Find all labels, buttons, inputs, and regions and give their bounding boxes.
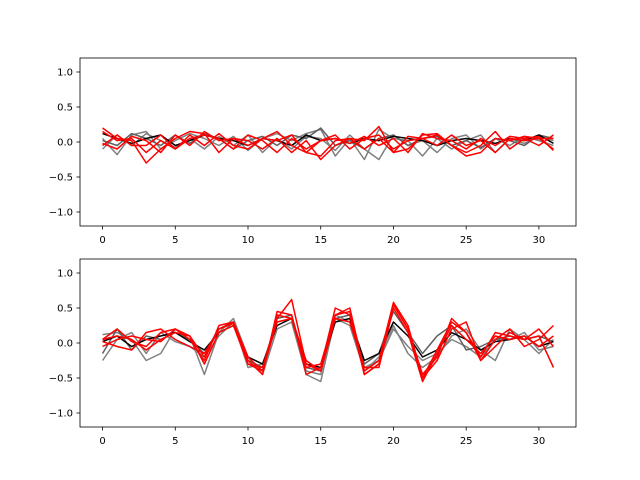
y-tick-label: −0.5	[49, 173, 73, 184]
x-tick-label: 25	[460, 436, 473, 447]
x-tick-label: 10	[242, 235, 255, 246]
series-group	[101, 298, 555, 383]
x-tick-label: 25	[460, 235, 473, 246]
x-tick-label: 10	[242, 436, 255, 447]
y-tick-label: 0.0	[57, 138, 73, 149]
series-line-6	[102, 130, 554, 154]
y-tick-label: −1.0	[49, 409, 73, 420]
x-tick-label: 30	[533, 235, 546, 246]
series-group	[101, 125, 554, 164]
y-tick-label: 0.0	[57, 339, 73, 350]
y-tick-label: −0.5	[49, 374, 73, 385]
series-line-7	[102, 303, 555, 376]
y-tick-label: 1.0	[57, 269, 73, 280]
axes-bottom: 0 5 10 15 20 25 30 −1.0 −0.5 0.0 0.5 1.0	[49, 258, 577, 447]
x-tick-label: 5	[172, 235, 178, 246]
x-tick-label: 30	[533, 436, 546, 447]
x-tick-label: 0	[99, 436, 105, 447]
y-tick-label: 0.5	[57, 103, 73, 114]
y-tick-label: −1.0	[49, 208, 73, 219]
series-line-0	[101, 128, 554, 161]
axes-top: 0 5 10 15 20 25 30 −1.0 −0.5 0.0 0.5 1.0	[49, 57, 577, 246]
series-line-7	[102, 130, 554, 154]
y-tick-label: 0.5	[57, 304, 73, 315]
x-tick-label: 0	[99, 235, 105, 246]
x-tick-label: 20	[387, 235, 400, 246]
x-tick-label: 5	[172, 436, 178, 447]
y-tick-label: 1.0	[57, 68, 73, 79]
x-tick-label: 15	[314, 436, 327, 447]
x-tick-label: 15	[314, 235, 327, 246]
series-line-6	[102, 307, 554, 383]
x-tick-label: 20	[387, 436, 400, 447]
